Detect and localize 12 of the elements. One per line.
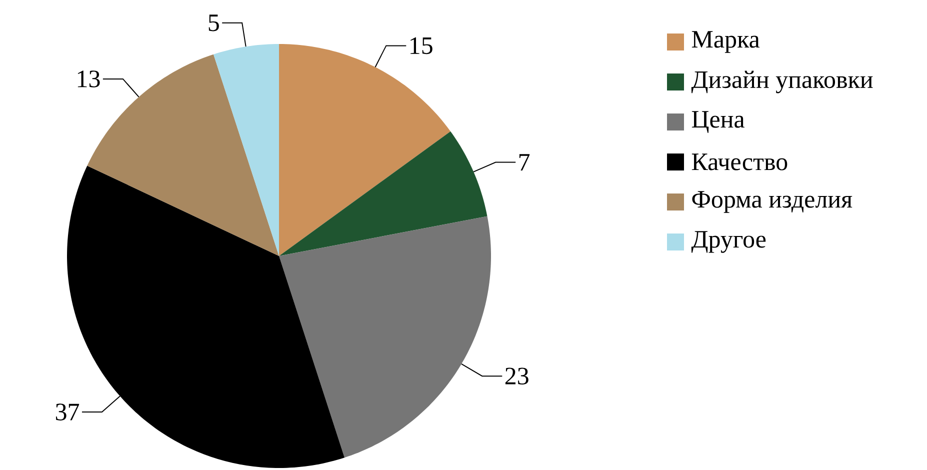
- legend-label: Другое: [691, 231, 766, 253]
- data-label: 15: [410, 37, 432, 54]
- legend-label: Качество: [692, 154, 788, 170]
- data-label: 23: [505, 368, 528, 385]
- data-label: 5: [208, 14, 219, 32]
- legend-label: Дизайн упаковки: [691, 70, 873, 94]
- legend-label: Марка: [692, 31, 760, 53]
- legend-label: Цена: [692, 111, 744, 133]
- legend-label: Форма изделия: [692, 191, 852, 213]
- data-label: 37: [56, 404, 80, 420]
- data-label: 7: [519, 154, 530, 170]
- data-label: 13: [78, 70, 100, 88]
